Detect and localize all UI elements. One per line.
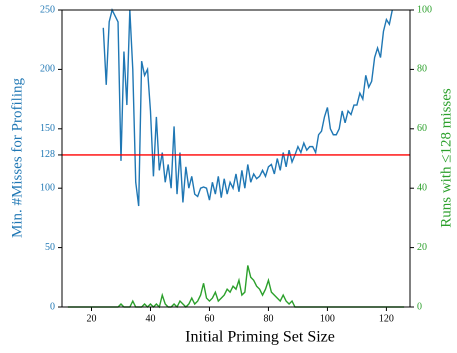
y2-tick-label: 40	[417, 182, 427, 193]
y-tick-label: 0	[50, 301, 55, 312]
y-tick-label: 100	[40, 182, 55, 193]
y-tick-label: 250	[40, 4, 55, 15]
data-line	[67, 265, 405, 309]
x-tick-label: 40	[145, 313, 155, 324]
x-tick-label: 80	[263, 313, 273, 324]
y-tick-label: 150	[40, 123, 55, 134]
y2-tick-label: 80	[417, 64, 427, 75]
y2-axis-label: Runs with ≤128 misses	[438, 88, 454, 228]
y-tick-label: 200	[40, 64, 55, 75]
x-axis-label: Initial Priming Set Size	[185, 329, 335, 346]
plot-frame	[61, 9, 411, 308]
x-tick-label: 60	[204, 313, 214, 324]
y2-tick-label: 60	[417, 123, 427, 134]
x-tick-label: 20	[86, 313, 96, 324]
x-tick-label: 120	[379, 313, 394, 324]
y-tick-label: 50	[45, 242, 55, 253]
y2-tick-label: 20	[417, 242, 427, 253]
y2-tick-label: 100	[417, 4, 432, 15]
y-axis-label: Min. #Misses for Profiling	[9, 78, 25, 239]
data-line	[102, 7, 393, 207]
y2-tick-label: 0	[417, 301, 422, 312]
x-tick-label: 100	[320, 313, 335, 324]
y-tick-label: 128	[40, 149, 55, 160]
